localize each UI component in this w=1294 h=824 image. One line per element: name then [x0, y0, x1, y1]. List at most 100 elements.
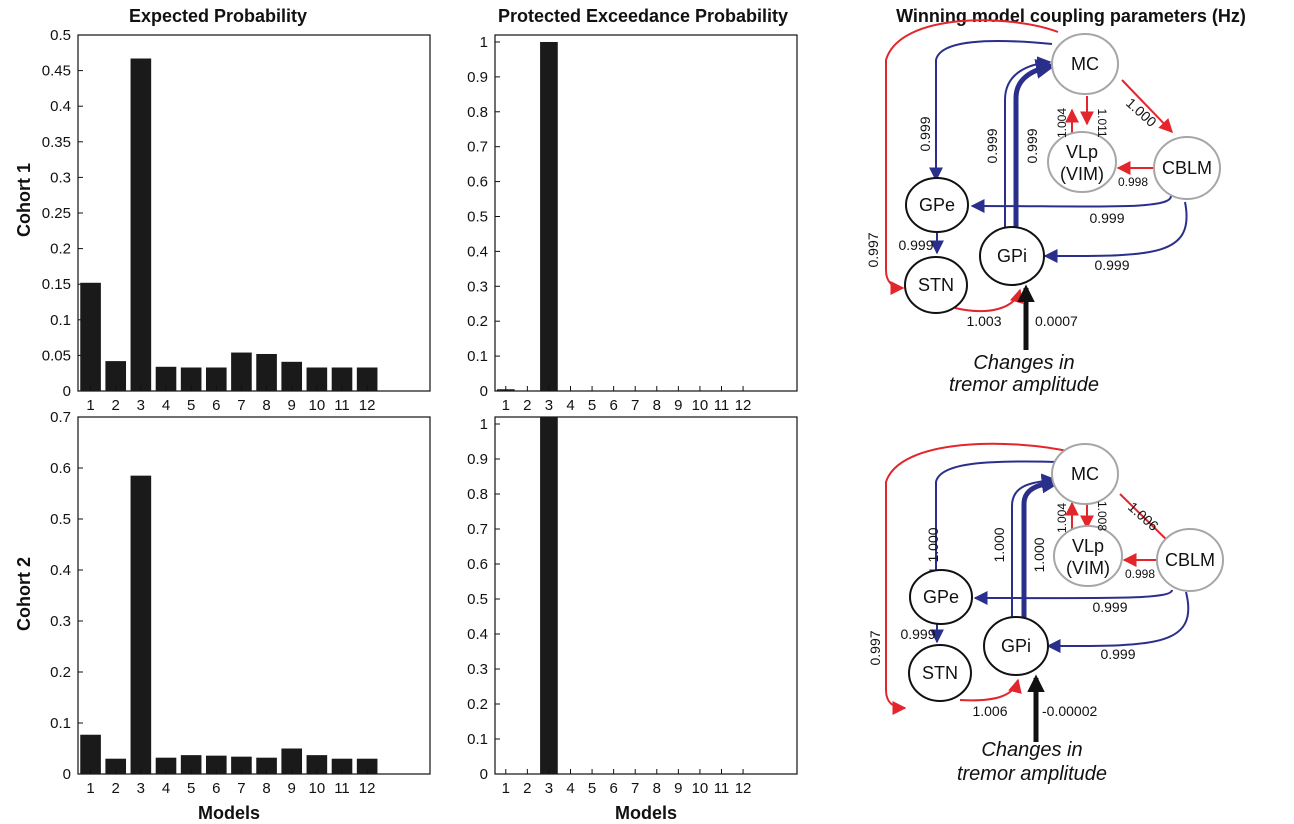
label-cblm-vlp: 0.998 — [1125, 567, 1155, 581]
y-tick-label: 0.7 — [467, 139, 488, 156]
y-tick-label: 0.3 — [50, 613, 71, 630]
y-tick-label: 0.2 — [467, 313, 488, 330]
x-tick-label: 8 — [262, 780, 270, 797]
node-cblm — [1156, 528, 1224, 592]
x-tick-label: 3 — [545, 780, 553, 797]
caption-line1: Changes in — [981, 739, 1082, 761]
x-tick-label: 5 — [187, 397, 195, 414]
x-tick-label: 8 — [262, 397, 270, 414]
edge-mc-gpe — [929, 40, 1053, 182]
caption-line1: Changes in — [973, 352, 1074, 374]
title-protected: Protected Exceedance Probability — [498, 6, 788, 26]
y-tick-label: 0.35 — [42, 134, 71, 151]
y-tick-label: 1 — [480, 416, 488, 433]
node-vim-label: (VIM) — [1060, 164, 1104, 184]
bar-model-7 — [231, 352, 252, 391]
x-tick-label: 9 — [674, 397, 682, 414]
edge-mc-cblm — [1121, 79, 1173, 134]
x-tick-label: 1 — [502, 397, 510, 414]
node-vlp-label: VLp — [1066, 142, 1098, 162]
edge-mc-stn — [885, 442, 1073, 715]
y-tick-label: 0.2 — [50, 241, 71, 258]
x-tick-label: 6 — [609, 397, 617, 414]
node-gpi — [979, 226, 1045, 286]
node-mc — [1051, 443, 1119, 505]
y-tick-label: 0 — [63, 383, 71, 400]
x-tick-label: 4 — [566, 780, 574, 797]
plot-frame — [494, 34, 798, 392]
x-tick-label: 12 — [735, 397, 752, 414]
x-tick-label: 11 — [714, 780, 730, 797]
bar-model-5 — [180, 755, 202, 774]
x-tick-label: 1 — [86, 397, 94, 414]
y-tick-label: 0.3 — [467, 661, 488, 678]
label-mc-stn: 0.997 — [867, 630, 883, 665]
x-tick-label: 4 — [162, 397, 170, 414]
label-stn-gpi: 1.006 — [972, 703, 1007, 719]
x-tick-label: 5 — [187, 780, 195, 797]
node-gpe-label: GPe — [919, 195, 955, 215]
x-tick-label: 2 — [112, 780, 120, 797]
node-mc-label: MC — [1071, 464, 1099, 484]
bar-model-11 — [331, 758, 353, 774]
bar-model-11 — [331, 367, 353, 391]
chart-protected-cohort2: 00.10.20.30.40.50.60.70.80.911 2 3 4 5 6 7 8 9 10… — [467, 416, 798, 797]
label-gpi-mc-a: 1.000 — [991, 527, 1007, 562]
y-tick-label: 0.4 — [467, 626, 488, 643]
bar-model-9 — [281, 361, 303, 391]
label-mc-gpe: 1.000 — [925, 527, 941, 562]
y-tick-label: 0.05 — [42, 347, 71, 364]
label-gpe-stn: 0.999 — [900, 626, 935, 642]
coupling-diagram-cohort1: MC VLp (VIM) CBLM GPe GPi STN 1.000 1.00… — [865, 19, 1221, 396]
x-tick-label: 1 — [502, 780, 510, 797]
edge-mc-stn — [885, 19, 1059, 295]
x-tick-label: 3 — [137, 780, 145, 797]
x-tick-label: 11 — [714, 397, 730, 414]
bar-model-6 — [205, 367, 227, 391]
x-tick-label: 4 — [566, 397, 574, 414]
x-tick-label: 12 — [359, 397, 376, 414]
node-gpe — [909, 569, 973, 625]
bar-model-4 — [155, 757, 177, 774]
node-cblm — [1153, 136, 1221, 200]
x-tick-label: 7 — [631, 397, 639, 414]
edge-cblm-gpi — [1043, 201, 1188, 264]
chart-expected-cohort2: 00.10.20.30.40.50.60.71 2 3 4 5 6 7 8 9 10 11 12 — [50, 409, 431, 797]
y-tick-label: 0.3 — [50, 169, 71, 186]
label-cblm-vlp: 0.998 — [1118, 175, 1148, 189]
label-cblm-gpe: 0.999 — [1092, 599, 1127, 615]
y-tick-label: 0 — [480, 383, 488, 400]
y-tick-label: 0.1 — [467, 731, 488, 748]
node-stn-label: STN — [918, 275, 954, 295]
label-vlp-mc: 1.004 — [1055, 108, 1069, 138]
edge-gpi-mc-b — [1013, 59, 1056, 232]
x-tick-label: 1 — [86, 780, 94, 797]
label-mc-vlp: 1.011 — [1095, 108, 1109, 137]
label-cblm-gpi: 0.999 — [1094, 257, 1129, 273]
y-tick-label: 0.15 — [42, 276, 71, 293]
x-tick-label: 9 — [288, 780, 296, 797]
node-mc — [1051, 33, 1119, 95]
x-tick-label: 9 — [288, 397, 296, 414]
bar-model-1 — [80, 282, 101, 391]
y-tick-label: 0.6 — [467, 174, 488, 191]
y-tick-label: 0.3 — [467, 278, 488, 295]
y-tick-label: 0 — [480, 766, 488, 783]
plot-frame — [77, 416, 431, 775]
y-tick-label: 0.1 — [467, 348, 488, 365]
x-tick-label: 10 — [692, 780, 709, 797]
node-gpe — [905, 177, 969, 233]
chart-expected-cohort1: 00.050.10.150.20.250.30.350.40.450.51 2 3 4… — [42, 27, 431, 414]
x-tick-label: 5 — [588, 780, 596, 797]
y-tick-label: 0.5 — [467, 208, 488, 225]
x-tick-label: 10 — [309, 780, 326, 797]
y-tick-label: 0.8 — [467, 486, 488, 503]
bar-model-2 — [105, 361, 127, 391]
edge-cblm-gpe — [973, 589, 1173, 606]
y-tick-label: 0.2 — [50, 664, 71, 681]
bar-model-10 — [306, 367, 328, 391]
x-tick-label: 10 — [309, 397, 326, 414]
x-tick-label: 2 — [112, 397, 120, 414]
node-gpe-label: GPe — [923, 587, 959, 607]
